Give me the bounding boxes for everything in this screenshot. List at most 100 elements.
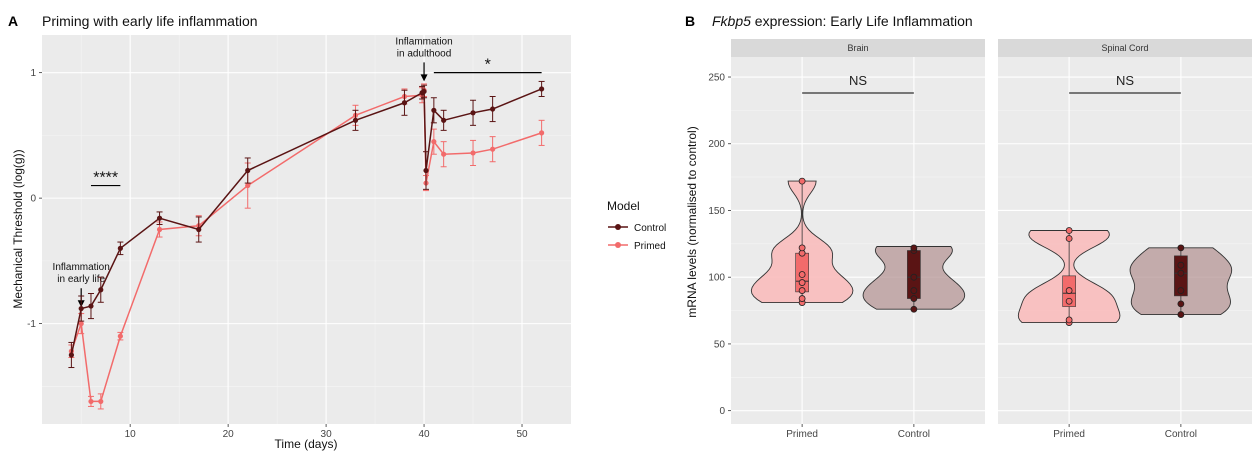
- legend-primed-label: Primed: [634, 241, 666, 252]
- data-point-control: [1177, 269, 1185, 277]
- y-tick-label: 0: [719, 406, 725, 417]
- data-point-control: [245, 167, 251, 174]
- panel-a-letter: A: [8, 13, 18, 29]
- y-tick-label: 0: [30, 194, 36, 205]
- panel-b-letter: B: [685, 13, 695, 29]
- x-tick-label: Control: [898, 429, 930, 440]
- data-point-control: [401, 100, 408, 106]
- data-point-primed: [431, 139, 437, 145]
- data-point-control: [1177, 287, 1185, 294]
- data-point-primed: [78, 321, 84, 327]
- data-point-primed: [1065, 227, 1073, 234]
- data-point-primed: [798, 295, 806, 302]
- data-point-control: [470, 110, 476, 116]
- y-tick-label: -1: [27, 319, 36, 330]
- x-tick-label: Primed: [786, 429, 818, 440]
- significance-label: *: [485, 57, 491, 74]
- x-tick-label: 10: [125, 429, 137, 440]
- data-point-control: [1177, 300, 1185, 308]
- panel-b-title-rest: expression: Early Life Inflammation: [751, 13, 973, 29]
- data-point-control: [1177, 261, 1185, 269]
- data-point-primed: [470, 150, 476, 156]
- panel-a-x-axis-label: Time (days): [275, 437, 338, 451]
- panel-b-y-axis-label: mRNA levels (normalised to control): [685, 126, 699, 317]
- y-tick-label: 50: [714, 339, 726, 350]
- legend-control-label: Control: [634, 223, 666, 234]
- y-tick-label: 200: [708, 139, 725, 150]
- data-point-control: [68, 352, 74, 358]
- data-point-primed: [798, 271, 806, 278]
- data-point-control: [539, 86, 545, 92]
- panel-b-title: Fkbp5 expression: Early Life Inflammatio…: [712, 13, 973, 29]
- facet-strip-label: Brain: [847, 43, 868, 53]
- y-tick-label: 150: [708, 206, 725, 217]
- y-tick-label: 1: [30, 68, 36, 79]
- data-point-primed: [88, 398, 94, 405]
- violin-group-primed: [1017, 227, 1121, 326]
- data-point-primed: [490, 146, 496, 152]
- annotation-label: Inflammation: [53, 262, 110, 273]
- data-point-primed: [117, 333, 123, 339]
- x-tick-label: 40: [418, 429, 430, 440]
- data-point-primed: [1065, 297, 1073, 305]
- annotation-label-line2: in adulthood: [397, 48, 452, 59]
- data-point-control: [1177, 311, 1185, 318]
- facet-brain: Brain 0 50 100 150 200 250 Primed Control NS: [708, 39, 985, 440]
- y-tick-label: 100: [708, 273, 725, 284]
- data-point-primed: [1065, 235, 1073, 242]
- panel-a-ticks: 10 20 30 40 50 -1 0 1: [27, 68, 528, 440]
- data-point-control: [431, 107, 437, 113]
- violin-group-control: [862, 244, 966, 313]
- data-point-control: [441, 117, 447, 123]
- data-point-control: [910, 273, 918, 281]
- panel-b: B Fkbp5 expression: Early Life Inflammat…: [685, 13, 1252, 440]
- x-tick-label: Primed: [1053, 429, 1085, 440]
- facet-strip-label: Spinal Cord: [1101, 43, 1148, 53]
- data-point-primed: [798, 244, 806, 252]
- data-point-control: [78, 305, 84, 312]
- data-point-control: [117, 245, 123, 251]
- panel-a-title: Priming with early life inflammation: [42, 13, 258, 29]
- legend-primed-marker: [615, 242, 621, 248]
- panel-a: A Priming with early life inflammation I…: [8, 13, 571, 451]
- data-point-primed: [798, 177, 806, 185]
- data-point-control: [352, 117, 359, 123]
- data-point-primed: [98, 398, 104, 405]
- series-control: [68, 80, 545, 369]
- facet-spinal-cord: Spinal Cord Primed Control NS: [998, 39, 1252, 440]
- data-point-control: [156, 215, 163, 221]
- panel-a-y-axis-label: Mechanical Threshold (log(g)): [11, 149, 25, 308]
- panel-a-series: [68, 80, 545, 410]
- legend: Model Control Primed: [607, 199, 666, 252]
- data-point-primed: [798, 279, 806, 286]
- panel-b-title-gene: Fkbp5: [712, 13, 751, 29]
- data-point-control: [910, 295, 918, 302]
- data-point-control: [88, 303, 94, 309]
- data-point-primed: [1065, 287, 1073, 294]
- x-tick-label: Control: [1165, 429, 1197, 440]
- data-point-control: [98, 287, 104, 293]
- panel-a-plot-area: [42, 35, 571, 424]
- series-line-control: [70, 88, 542, 356]
- violin-group-control: [1129, 244, 1233, 318]
- data-point-control: [490, 106, 496, 112]
- data-point-control: [910, 287, 918, 294]
- facet-plot-area: [731, 57, 985, 424]
- legend-control-marker: [615, 224, 621, 230]
- data-point-control: [421, 88, 427, 95]
- data-point-primed: [156, 226, 163, 233]
- facet-strip: [998, 39, 1252, 57]
- violin-group-primed: [750, 177, 854, 306]
- significance-label: ****: [93, 170, 118, 187]
- x-tick-label: 50: [516, 429, 528, 440]
- data-point-control: [423, 167, 429, 174]
- data-point-primed: [441, 151, 447, 157]
- significance-label: NS: [1116, 73, 1134, 88]
- data-point-control: [910, 305, 918, 313]
- data-point-control: [910, 244, 918, 252]
- y-tick-label: 250: [708, 73, 725, 84]
- data-point-primed: [1065, 316, 1073, 324]
- x-tick-label: 20: [223, 429, 235, 440]
